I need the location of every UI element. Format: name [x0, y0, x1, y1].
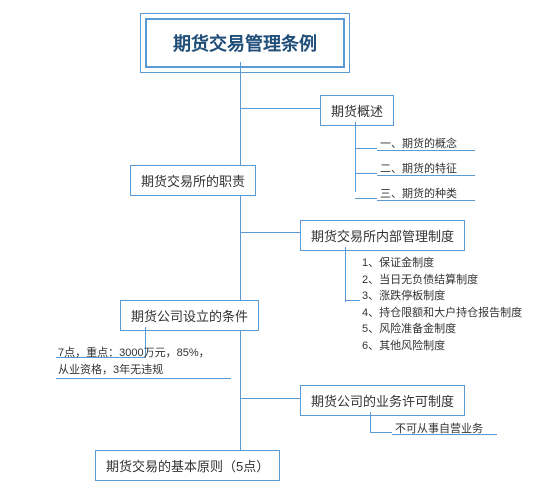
ul-l1: [377, 150, 475, 151]
node-duty: 期货交易所的职责: [130, 165, 256, 196]
conn-n5: [240, 398, 300, 399]
title-text: 期货交易管理条例: [173, 34, 317, 54]
conn-n3-down: [345, 247, 346, 302]
conn-n5-right: [370, 432, 392, 433]
spine: [240, 62, 241, 462]
conn-l1: [355, 148, 377, 149]
ul-l2: [377, 175, 475, 176]
leaf-keypoints: 7点，重点：3000万元，85%， 从业资格，3年无违规: [58, 345, 210, 378]
leaf-feature: 二、期货的特征: [380, 160, 457, 176]
conn-n1-down: [355, 122, 356, 192]
node-license-label: 期货公司的业务许可制度: [311, 394, 454, 409]
conn-n5-down: [370, 412, 371, 432]
leaf-concept-text: 一、期货的概念: [380, 138, 457, 150]
node-principles-label: 期货交易的基本原则（5点）: [106, 459, 269, 474]
conn-l3: [355, 198, 377, 199]
leaf-type: 三、期货的种类: [380, 185, 457, 201]
leaf-keypoints-text: 7点，重点：3000万元，85%， 从业资格，3年无违规: [58, 347, 210, 376]
leaf-feature-text: 二、期货的特征: [380, 163, 457, 175]
ul-l6: [392, 434, 497, 435]
ul-l3: [377, 200, 475, 201]
conn-n1: [240, 108, 320, 109]
leaf-concept: 一、期货的概念: [380, 135, 457, 151]
conn-n3-right: [345, 300, 360, 301]
node-conditions-label: 期货公司设立的条件: [131, 309, 248, 324]
node-duty-label: 期货交易所的职责: [141, 174, 245, 189]
leaf-type-text: 三、期货的种类: [380, 188, 457, 200]
leaf-systems-text: 1、保证金制度 2、当日无负债结算制度 3、涨跌停板制度 4、持仓限额和大户持仓…: [362, 257, 522, 352]
node-overview-label: 期货概述: [331, 104, 383, 119]
node-principles: 期货交易的基本原则（5点）: [95, 450, 280, 481]
leaf-systems: 1、保证金制度 2、当日无负债结算制度 3、涨跌停板制度 4、持仓限额和大户持仓…: [362, 255, 522, 354]
node-conditions: 期货公司设立的条件: [120, 300, 259, 331]
node-license: 期货公司的业务许可制度: [300, 385, 465, 416]
diagram-title: 期货交易管理条例: [145, 18, 345, 68]
node-internal-label: 期货交易所内部管理制度: [311, 229, 454, 244]
node-overview: 期货概述: [320, 95, 394, 126]
node-internal: 期货交易所内部管理制度: [300, 220, 465, 251]
conn-n3: [240, 232, 300, 233]
conn-l2: [355, 173, 377, 174]
ul-l5: [56, 378, 231, 379]
